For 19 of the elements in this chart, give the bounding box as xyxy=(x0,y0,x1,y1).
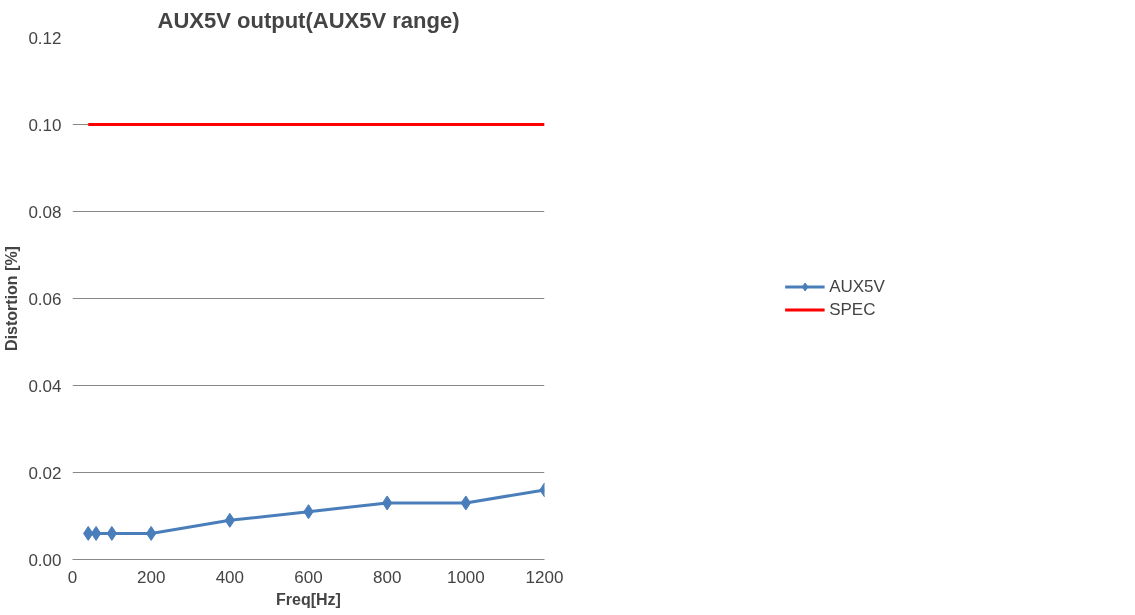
y-tick-label: 0.10 xyxy=(28,115,62,135)
x-tick-label: 1200 xyxy=(525,567,564,587)
x-tick-label: 800 xyxy=(372,567,402,587)
y-axis-title: Distortion [%] xyxy=(3,246,21,351)
x-tick-label: 1000 xyxy=(446,567,485,587)
y-tick-label: 0.04 xyxy=(28,376,62,396)
x-axis-title: Freq[Hz] xyxy=(276,590,341,608)
x-tick-label: 0 xyxy=(67,567,78,587)
chart-title: AUX5V output(AUX5V range) xyxy=(157,7,460,33)
x-tick-label: 400 xyxy=(215,567,245,587)
y-tick-label: 0.06 xyxy=(28,289,62,309)
y-tick-label: 0.00 xyxy=(28,550,62,570)
x-tick-label: 600 xyxy=(294,567,323,587)
y-tick-label: 0.02 xyxy=(28,463,62,483)
x-tick-label: 200 xyxy=(136,567,166,587)
legend-label: SPEC xyxy=(829,299,876,320)
y-tick-label: 0.08 xyxy=(28,202,62,222)
legend-label: AUX5V xyxy=(829,276,885,297)
y-tick-label: 0.12 xyxy=(28,28,62,48)
